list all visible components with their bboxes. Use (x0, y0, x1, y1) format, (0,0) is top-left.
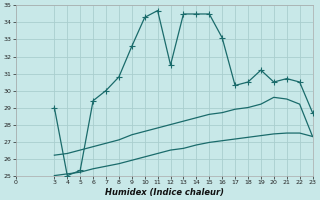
X-axis label: Humidex (Indice chaleur): Humidex (Indice chaleur) (105, 188, 224, 197)
